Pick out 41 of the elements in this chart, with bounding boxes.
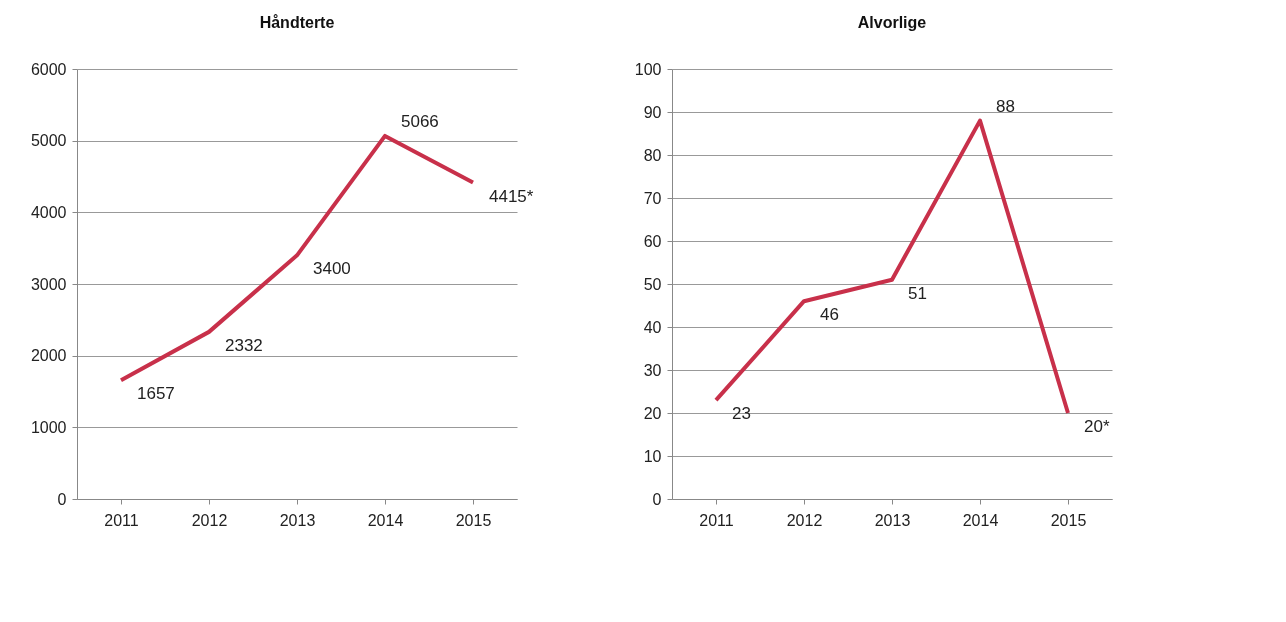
y-tick-label: 5000 [30,132,67,150]
y-tick-label: 60 [643,232,662,250]
y-tick-label: 6000 [30,60,67,78]
data-label: 2332 [225,335,263,355]
x-tick-label: 2014 [962,511,999,529]
y-tick-label: 10 [643,447,662,465]
y-tick-label: 100 [634,60,662,78]
y-tick-label: 0 [57,490,67,508]
data-label: 3400 [313,259,351,279]
x-tick-label: 2014 [367,511,404,529]
x-tick-label: 2011 [699,511,734,529]
y-tick-label: 4000 [30,203,67,221]
y-tick-label: 90 [643,103,662,121]
y-tick-label: 80 [643,146,662,164]
y-tick-label: 0 [652,490,662,508]
chart-title: Alvorlige [857,14,927,31]
data-label: 88 [996,96,1015,116]
data-label: 5066 [401,111,439,131]
y-tick-label: 3000 [30,275,67,293]
y-tick-label: 2000 [30,347,67,365]
x-tick-label: 2013 [874,511,911,529]
y-tick-label: 30 [643,361,662,379]
data-label: 1657 [137,384,175,404]
y-tick-label: 70 [643,189,662,207]
data-label: 46 [820,305,839,325]
y-tick-label: 1000 [30,418,67,436]
chart-title: Håndterte [259,14,335,31]
data-label: 20* [1084,417,1110,436]
x-tick-label: 2012 [786,511,823,529]
x-tick-label: 2012 [191,511,228,529]
y-tick-label: 20 [643,404,662,422]
y-tick-label: 40 [643,318,662,336]
data-label: 23 [732,404,751,424]
x-tick-label: 2015 [1050,511,1087,529]
x-tick-label: 2015 [455,511,492,529]
y-tick-label: 50 [643,275,662,293]
x-tick-label: 2013 [279,511,316,529]
x-tick-label: 2011 [104,511,139,529]
data-label: 4415* [489,186,534,206]
data-label: 51 [908,283,927,303]
line-series [119,133,475,383]
